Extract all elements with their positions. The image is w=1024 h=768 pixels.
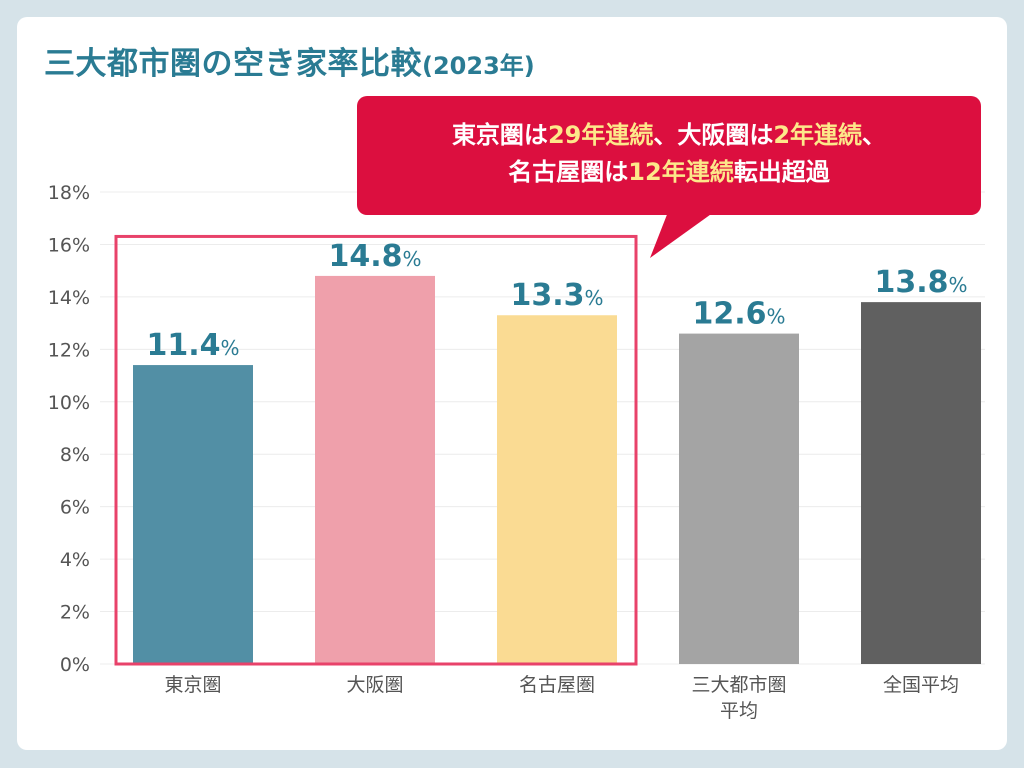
- y-tick-label: 14%: [48, 287, 90, 309]
- bar-value-label: 12.6%: [692, 297, 785, 332]
- callout-text: 東京圏は: [451, 121, 548, 149]
- y-tick-label: 16%: [48, 234, 90, 256]
- x-tick-label-line: 名古屋圏: [518, 674, 595, 696]
- x-tick-label-line: 東京圏: [164, 674, 222, 696]
- callout-bubble: 東京圏は29年連続、大阪圏は2年連続、 名古屋圏は12年連続転出超過: [357, 96, 981, 215]
- chart-title-year: (2023年): [422, 52, 535, 80]
- callout-text: 名古屋圏は: [508, 158, 629, 186]
- bar: [861, 302, 981, 664]
- chart-title-main: 三大都市圏の空き家率比較: [44, 46, 422, 82]
- bars: [133, 275, 981, 664]
- x-tick-label-line: 三大都市圏: [691, 674, 787, 696]
- callout-text: 、大阪圏は: [653, 121, 774, 149]
- y-tick-label: 10%: [48, 392, 90, 414]
- y-tick-label: 4%: [60, 549, 90, 571]
- value-labels: 11.4% 14.8% 13.3% 12.6% 13.8%: [146, 239, 967, 363]
- y-tick-label: 12%: [48, 339, 90, 361]
- callout-highlight-text: 2年連続: [773, 121, 863, 149]
- bar-value-label: 13.3%: [510, 278, 603, 313]
- x-tick-label: 大阪圏: [285, 672, 465, 698]
- x-tick-label-line: 平均: [719, 700, 758, 722]
- x-tick-label: 東京圏: [103, 672, 283, 698]
- callout-text: 、: [862, 121, 887, 149]
- x-tick-label: 全国平均: [831, 672, 1011, 698]
- highlight-box: [114, 234, 638, 666]
- y-tick-label: 8%: [60, 444, 90, 466]
- y-tick-label: 18%: [48, 182, 90, 204]
- y-tick-label: 2%: [60, 602, 90, 624]
- callout-line-1: 東京圏は29年連続、大阪圏は2年連続、: [357, 117, 981, 154]
- bar: [133, 365, 253, 664]
- callout-line-2: 名古屋圏は12年連続転出超過: [357, 154, 981, 191]
- chart-title: 三大都市圏の空き家率比較(2023年): [44, 38, 535, 83]
- y-tick-label: 0%: [60, 654, 90, 676]
- x-tick-label-line: 全国平均: [882, 674, 959, 696]
- bar-value-label: 11.4%: [146, 328, 239, 363]
- bar: [679, 333, 799, 664]
- callout-tail: [650, 212, 714, 258]
- callout-highlight-text: 29年連続: [547, 121, 654, 149]
- bar: [497, 315, 617, 664]
- x-tick-label: 三大都市圏 平均: [649, 672, 829, 724]
- y-tick-label: 6%: [60, 497, 90, 519]
- bar-value-label: 14.8%: [328, 239, 421, 274]
- callout-text: 転出超過: [733, 158, 830, 186]
- bar-value-label: 13.8%: [874, 265, 967, 300]
- x-tick-label-line: 大阪圏: [346, 674, 404, 696]
- callout-highlight-text: 12年連続: [628, 158, 734, 186]
- x-tick-label: 名古屋圏: [467, 672, 647, 698]
- bar: [315, 275, 435, 664]
- y-axis-ticks: 0% 2% 4% 6% 8% 10% 12% 14% 16% 18%: [48, 182, 90, 676]
